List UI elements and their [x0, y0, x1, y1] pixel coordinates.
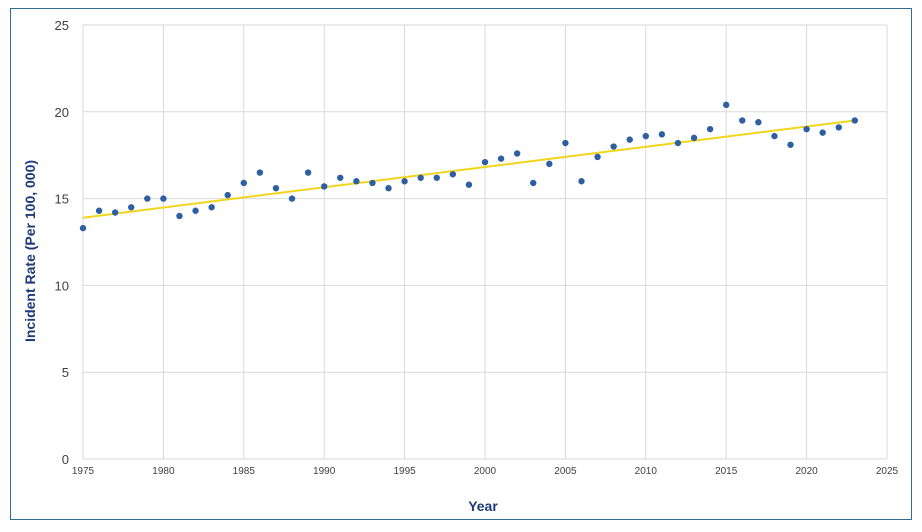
x-tick-label: 1990 [313, 466, 336, 477]
data-point [192, 207, 199, 214]
data-point [562, 139, 569, 147]
x-tick-label: 1985 [233, 466, 256, 477]
data-point [530, 179, 537, 187]
x-axis-title: Year [468, 498, 498, 514]
x-tick-label: 1975 [72, 466, 95, 477]
y-axis-ticks: 0 5 10 15 20 25 [55, 18, 69, 467]
x-tick-label: 1995 [393, 466, 416, 477]
data-point [546, 160, 553, 168]
x-tick-label: 2010 [635, 466, 658, 477]
data-point [144, 195, 151, 202]
data-point [465, 181, 473, 188]
data-point [513, 150, 521, 157]
data-point [755, 119, 762, 126]
data-point [240, 179, 247, 187]
data-point [208, 204, 215, 211]
data-point [337, 174, 344, 181]
data-point [111, 209, 119, 216]
gridlines [82, 24, 888, 460]
data-point [449, 171, 457, 178]
y-tick-label: 5 [62, 365, 69, 380]
data-point [674, 139, 682, 147]
data-point [851, 117, 859, 124]
data-point [819, 129, 826, 136]
data-point [128, 204, 135, 211]
data-point [723, 101, 730, 109]
data-point [417, 174, 424, 181]
x-tick-label: 2025 [876, 466, 899, 477]
data-point [787, 141, 794, 148]
y-tick-label: 0 [62, 452, 69, 467]
y-tick-label: 25 [55, 18, 69, 33]
data-point [642, 132, 649, 140]
x-axis-ticks: 1975 1980 1985 1990 1995 2000 2005 2010 2015 2020… [72, 466, 899, 477]
data-point [288, 195, 296, 202]
data-point [256, 169, 264, 176]
data-point [594, 153, 601, 161]
data-point [79, 224, 87, 232]
data-point [353, 178, 360, 185]
data-point [385, 184, 392, 192]
data-point [401, 178, 408, 185]
data-point [369, 179, 376, 187]
y-tick-label: 20 [55, 105, 69, 120]
data-point [433, 174, 440, 181]
x-tick-label: 1980 [152, 466, 175, 477]
x-tick-label: 2020 [795, 466, 818, 477]
data-point [610, 143, 617, 150]
data-point [176, 212, 183, 220]
data-point [497, 155, 505, 162]
data-point [626, 136, 633, 143]
x-tick-label: 2015 [715, 466, 738, 477]
x-tick-label: 2005 [554, 466, 577, 477]
data-point [771, 132, 778, 140]
data-point [160, 195, 167, 202]
data-points [79, 101, 859, 232]
chart-frame: 0 5 10 15 20 25 1975 1980 1985 1990 1995 2000 2005 2… [10, 8, 912, 520]
x-tick-label: 2000 [474, 466, 497, 477]
data-point [690, 134, 698, 142]
trendline [82, 119, 855, 219]
data-point [304, 169, 312, 176]
y-tick-label: 10 [55, 278, 69, 293]
data-point [803, 125, 810, 133]
data-point [481, 158, 489, 166]
data-point [224, 191, 231, 199]
data-point [835, 124, 842, 131]
data-point [321, 183, 328, 190]
data-point [578, 178, 585, 185]
data-point [95, 207, 103, 214]
data-point [272, 184, 280, 192]
y-tick-label: 15 [55, 192, 69, 207]
y-axis-title: Incident Rate (Per 100, 000) [22, 160, 38, 342]
data-point [739, 117, 746, 124]
data-point [658, 131, 666, 138]
data-point [706, 125, 714, 133]
